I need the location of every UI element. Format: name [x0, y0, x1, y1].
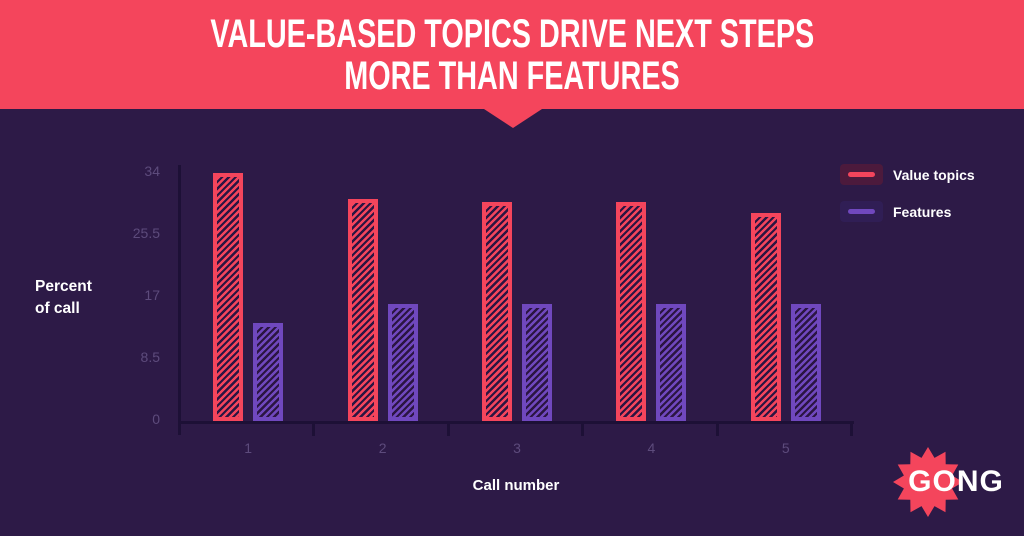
- x-axis-tick: [446, 421, 450, 436]
- y-tick-label-34: 34: [144, 163, 160, 180]
- y-axis-title: Percent of call: [35, 276, 92, 320]
- x-axis-title: Call number: [472, 477, 560, 494]
- legend-label: Value topics: [893, 166, 975, 183]
- page-title-line-2: MORE THAN FEATURES: [344, 53, 680, 98]
- y-axis-title-line-2: of call: [35, 300, 80, 317]
- bar-features-5: [790, 304, 821, 421]
- bar-features-3: [522, 304, 553, 421]
- x-tick-label-5: 5: [781, 440, 790, 456]
- gong-logo-text: GONG: [908, 465, 1004, 498]
- legend-item-value-topics: Value topics: [840, 164, 975, 185]
- bar-features-4: [656, 304, 687, 421]
- legend-line-icon: [848, 172, 875, 177]
- bar-group-2: [315, 171, 449, 421]
- x-tick-label-4: 4: [647, 440, 656, 456]
- bar-value-topics-1: [213, 173, 244, 421]
- bar-group-1: [181, 171, 315, 421]
- bar-value-topics-3: [482, 202, 513, 421]
- legend-swatch-icon: [840, 164, 883, 185]
- gong-logo: GONG: [886, 432, 1024, 532]
- legend-item-features: Features: [840, 201, 951, 222]
- bar-group-4: [584, 171, 718, 421]
- bar-value-topics-5: [750, 213, 781, 421]
- x-tick-label-3: 3: [513, 440, 521, 456]
- y-tick-label-8.5: 8.5: [140, 349, 160, 366]
- y-tick-label-0: 0: [152, 411, 160, 427]
- legend-swatch-icon: [840, 201, 883, 222]
- y-axis-title-line-1: Percent: [35, 278, 92, 295]
- bar-value-topics-4: [616, 202, 647, 421]
- bar-value-topics-2: [347, 199, 378, 421]
- legend-line-icon: [848, 209, 875, 214]
- y-tick-label-25.5: 25.5: [132, 225, 160, 242]
- x-axis-tick: [581, 421, 585, 436]
- x-axis-tick: [850, 421, 853, 436]
- bar-features-2: [387, 304, 418, 421]
- y-axis-line: [178, 165, 181, 435]
- header-banner: VALUE-BASED TOPICS DRIVE NEXT STEPS MORE…: [0, 0, 1024, 109]
- starburst-icon: [893, 447, 963, 517]
- x-axis-tick: [312, 421, 316, 436]
- banner-pointer-icon: [484, 109, 542, 128]
- page-title-line-1: VALUE-BASED TOPICS DRIVE NEXT STEPS: [210, 11, 814, 56]
- bar-group-5: [719, 171, 853, 421]
- y-tick-label-17: 17: [144, 287, 160, 304]
- x-axis-tick: [715, 421, 719, 436]
- x-tick-label-2: 2: [378, 440, 387, 456]
- bar-features-1: [253, 323, 284, 421]
- x-axis-line: [178, 421, 854, 424]
- bar-group-3: [450, 171, 584, 421]
- plot-area: [181, 171, 853, 421]
- x-tick-label-1: 1: [244, 440, 253, 456]
- legend-label: Features: [893, 203, 952, 220]
